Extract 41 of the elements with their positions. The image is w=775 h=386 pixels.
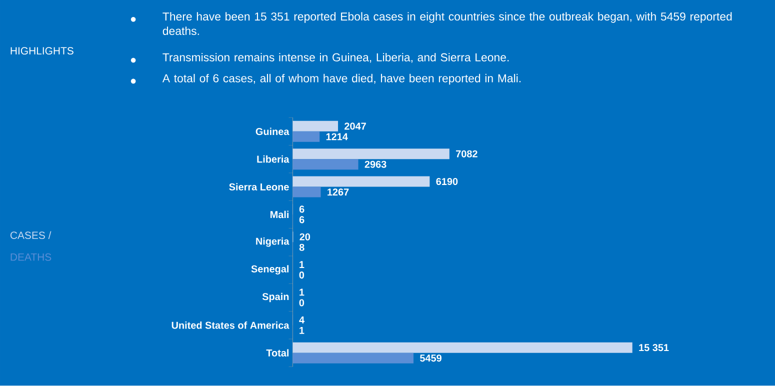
y-tick-label: United States of America: [172, 322, 290, 330]
data-label: 1: [300, 288, 304, 296]
data-label: 7082: [456, 150, 478, 158]
bar: [292, 176, 430, 187]
text: CASES /: [10, 231, 52, 240]
data-label: 6190: [436, 178, 458, 186]
data-label: 8: [299, 244, 304, 252]
y-tick-label: Spain: [262, 293, 289, 302]
text: There have been 15 351 reported Ebola cases in eight countries since the outbreak began, with 5459 reported deaths.: [162, 12, 732, 36]
y-tick-label: Guinea: [256, 128, 290, 136]
text: DEATHS: [10, 254, 52, 261]
data-label: 20: [300, 234, 310, 241]
bar: [292, 121, 338, 132]
data-label: 2047: [344, 122, 366, 130]
data-label: 1267: [328, 188, 349, 196]
y-tick-label: Sierra Leone: [229, 183, 289, 191]
bar: [292, 342, 632, 354]
bar: [292, 132, 320, 142]
data-label: 5459: [420, 354, 442, 362]
data-label: 6: [299, 216, 304, 224]
data-label: 6: [299, 206, 304, 213]
bar: [292, 159, 358, 170]
text: Transmission remains intense in Guinea, Liberia, and Sierra Leone.: [162, 53, 509, 63]
data-label: 0: [299, 299, 304, 306]
y-tick-label: Senegal: [251, 265, 289, 275]
y-tick-label: Total: [266, 349, 289, 357]
y-tick-label: Mali: [270, 210, 289, 218]
data-label: 2963: [364, 161, 386, 168]
data-label: 0: [299, 272, 304, 279]
y-tick-label: Nigeria: [256, 238, 290, 247]
data-label: 1: [300, 261, 304, 268]
bar: [292, 353, 414, 364]
text: HIGHLIGHTS: [10, 47, 74, 55]
bar: [292, 186, 321, 198]
data-label: 1214: [326, 133, 348, 140]
data-label: 15 351: [639, 344, 669, 352]
y-tick-label: Liberia: [257, 156, 290, 163]
text: A total of 6 cases, all of whom have died, have been reported in Mali.: [162, 74, 521, 85]
bar: [292, 148, 450, 160]
data-label: 1: [300, 327, 304, 334]
data-label: 4: [299, 316, 304, 324]
